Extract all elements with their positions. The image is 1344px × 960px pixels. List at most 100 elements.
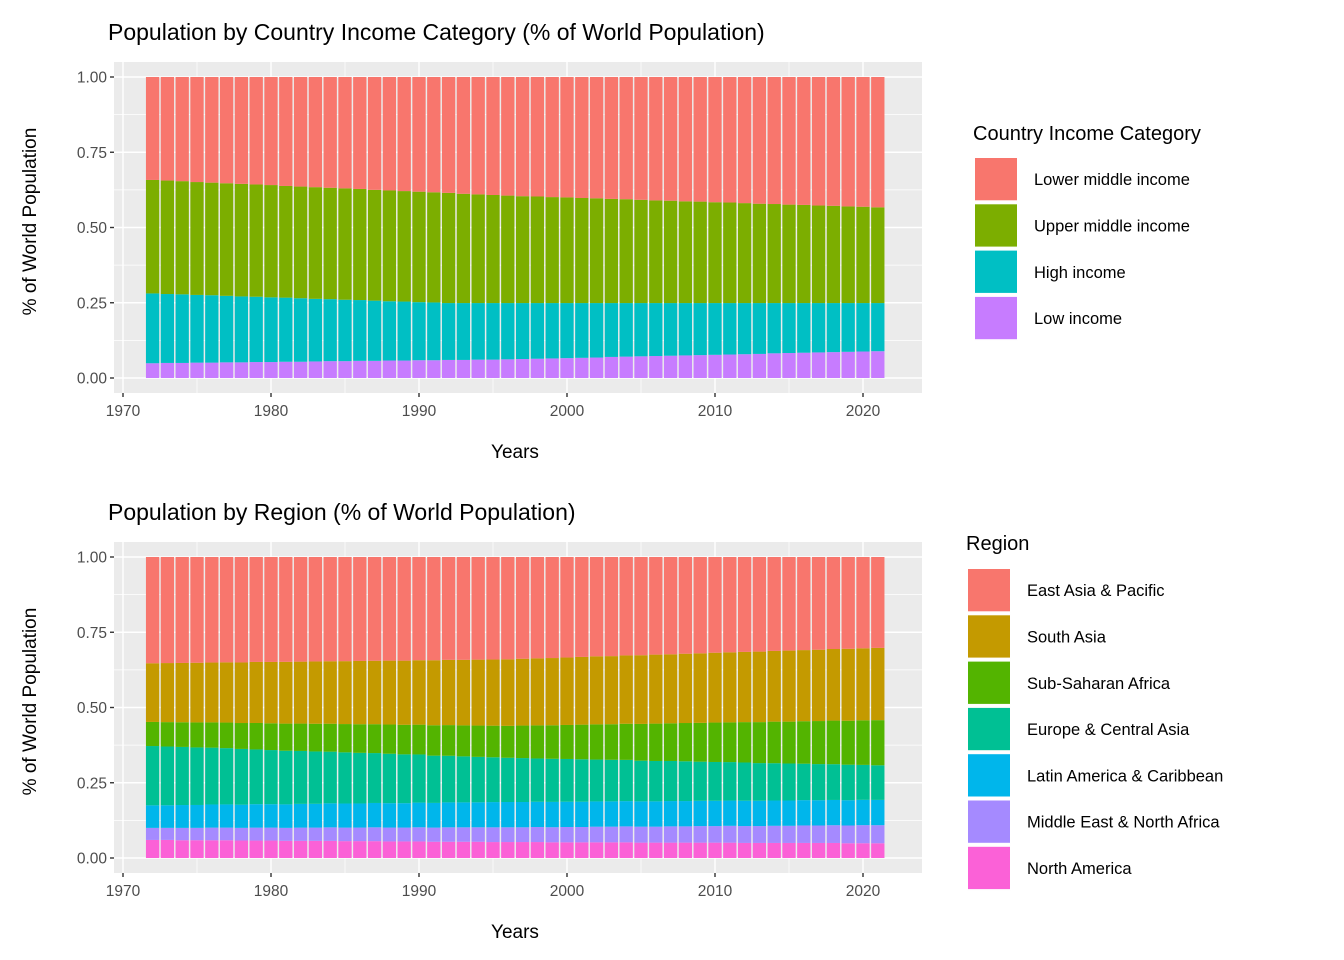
legend-swatch: [974, 295, 1018, 341]
bar-segment-east-asia-pacific-2009: [693, 557, 707, 654]
legend-title: Country Income Category: [973, 123, 1201, 145]
bar-segment-europe-central-asia-2010: [708, 761, 722, 801]
chart-title: Population by Country Income Category (%…: [108, 19, 765, 45]
bar-segment-sub-saharan-africa-2010: [708, 722, 722, 762]
bar-segment-north-america-2008: [678, 842, 693, 858]
bar-segment-low-income-1988: [382, 360, 397, 378]
bar-segment-low-income-2001: [575, 357, 589, 378]
bar-segment-low-income-2011: [723, 354, 737, 378]
bar-segment-sub-saharan-africa-1995: [486, 725, 500, 758]
bar-segment-europe-central-asia-1978: [234, 748, 249, 805]
bar-segment-high-income-1982: [293, 298, 308, 362]
bar-segment-low-income-2009: [693, 355, 707, 378]
legend-label: High income: [1034, 264, 1126, 282]
y-tick-label: 1.00: [77, 550, 108, 567]
bar-segment-low-income-2003: [604, 356, 619, 378]
bar-segment-high-income-1997: [515, 303, 530, 360]
bar-segment-upper-middle-income-2021: [871, 207, 885, 304]
bar-segment-upper-middle-income-1986: [353, 188, 367, 301]
bar-segment-east-asia-pacific-2015: [782, 557, 796, 651]
bar-segment-lower-middle-income-1980: [264, 77, 278, 186]
bar-segment-north-america-1990: [412, 841, 426, 858]
bar-segment-europe-central-asia-1981: [279, 750, 293, 805]
legend-label: Latin America & Caribbean: [1027, 767, 1223, 785]
bar-segment-south-asia-1978: [234, 662, 249, 724]
bar-segment-latin-america-caribbean-2014: [767, 800, 781, 826]
bar-segment-east-asia-pacific-1984: [323, 557, 337, 662]
bar-segment-latin-america-caribbean-1994: [471, 802, 485, 828]
bar-segment-upper-middle-income-1977: [219, 183, 234, 296]
bar-segment-north-america-1996: [501, 842, 515, 858]
bar-segment-low-income-1989: [397, 360, 411, 378]
bar-segment-east-asia-pacific-2000: [560, 557, 574, 658]
bar-segment-east-asia-pacific-2020: [856, 557, 870, 649]
bar-segment-south-asia-1980: [264, 661, 278, 724]
bar-segment-lower-middle-income-1972: [145, 77, 160, 180]
bar-segment-upper-middle-income-1991: [427, 192, 441, 303]
bar-segment-east-asia-pacific-2019: [841, 557, 855, 649]
bar-segment-lower-middle-income-1974: [175, 77, 189, 182]
bar-segment-low-income-1991: [427, 360, 441, 378]
bar-segment-middle-east-north-africa-1999: [545, 827, 559, 843]
bar-segment-europe-central-asia-1986: [353, 752, 367, 804]
bar-segment-north-america-1983: [308, 840, 323, 858]
bar-segment-middle-east-north-africa-1979: [249, 827, 263, 841]
bar-segment-upper-middle-income-1988: [382, 190, 397, 302]
bar-segment-east-asia-pacific-1981: [279, 557, 293, 662]
bar-segment-low-income-1999: [545, 358, 559, 378]
legend-swatch: [967, 706, 1011, 752]
bar-segment-low-income-1995: [486, 359, 500, 378]
bar-segment-low-income-1975: [190, 362, 204, 378]
bar-segment-east-asia-pacific-2006: [649, 557, 663, 655]
bar-segment-high-income-1984: [323, 299, 337, 362]
bar-segment-low-income-1985: [338, 361, 352, 378]
bar-segment-east-asia-pacific-1972: [145, 557, 160, 664]
bar-segment-south-asia-1985: [338, 661, 352, 725]
y-tick-label: 0.75: [77, 625, 107, 642]
bar-segment-east-asia-pacific-1991: [427, 557, 441, 661]
bar-segment-north-america-2005: [634, 842, 648, 858]
bar-segment-europe-central-asia-2008: [678, 761, 693, 802]
y-tick-label: 0.25: [77, 295, 107, 312]
bar-segment-lower-middle-income-1995: [486, 77, 500, 195]
bar-segment-south-asia-2006: [649, 654, 663, 724]
bar-segment-sub-saharan-africa-1976: [205, 722, 219, 748]
bar-segment-low-income-2021: [871, 351, 885, 378]
bar-segment-europe-central-asia-1989: [397, 754, 411, 804]
bar-segment-high-income-2018: [826, 303, 841, 353]
bar-segment-high-income-1987: [367, 300, 382, 361]
bar-segment-north-america-2017: [811, 842, 826, 858]
bar-segment-north-america-1981: [279, 840, 293, 858]
bar-segment-upper-middle-income-1974: [175, 181, 189, 295]
bar-segment-east-asia-pacific-1988: [382, 557, 397, 661]
bar-segment-middle-east-north-africa-1972: [145, 827, 160, 840]
bar-segment-upper-middle-income-1979: [249, 184, 263, 297]
bar-segment-sub-saharan-africa-1993: [456, 725, 471, 757]
bar-segment-low-income-1977: [219, 362, 234, 378]
bar-segment-lower-middle-income-2014: [767, 77, 781, 205]
bar-segment-south-asia-1984: [323, 661, 337, 724]
bar-segment-north-america-1986: [353, 841, 367, 858]
legend-label: South Asia: [1027, 628, 1107, 646]
bar-segment-middle-east-north-africa-1975: [190, 827, 204, 841]
bar-segment-sub-saharan-africa-1998: [530, 725, 545, 759]
bar-segment-europe-central-asia-2012: [737, 762, 752, 801]
bar-segment-north-america-2000: [560, 842, 574, 858]
bar-segment-south-asia-1977: [219, 662, 234, 723]
bar-segment-sub-saharan-africa-2007: [663, 723, 678, 761]
bar-segment-sub-saharan-africa-1972: [145, 721, 160, 747]
bar-segment-high-income-2008: [678, 303, 693, 356]
bar-segment-east-asia-pacific-1985: [338, 557, 352, 662]
bar-segment-north-america-2006: [649, 842, 663, 858]
bar-segment-middle-east-north-africa-1992: [441, 827, 456, 842]
y-tick-label: 0.50: [77, 700, 108, 717]
bar-segment-high-income-2009: [693, 303, 707, 356]
bar-segment-high-income-1988: [382, 301, 397, 361]
bar-segment-south-asia-1975: [190, 662, 204, 723]
bar-segment-latin-america-caribbean-1987: [367, 802, 382, 828]
bar-segment-europe-central-asia-2006: [649, 760, 663, 802]
bar-segment-latin-america-caribbean-2007: [663, 801, 678, 827]
bar-segment-latin-america-caribbean-1997: [515, 802, 530, 828]
bar-segment-lower-middle-income-1986: [353, 77, 367, 189]
bar-segment-north-america-1975: [190, 840, 204, 858]
